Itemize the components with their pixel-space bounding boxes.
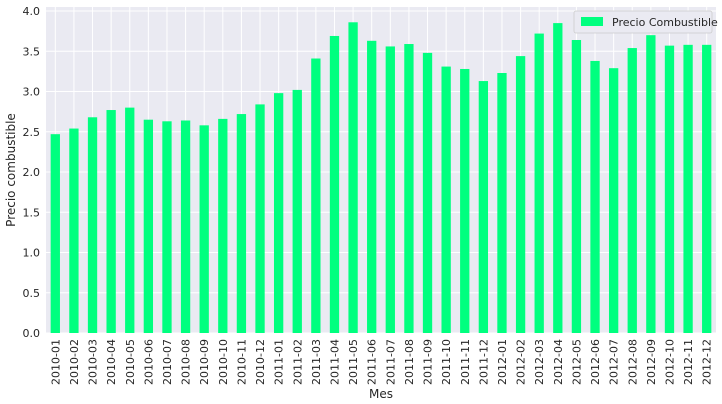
bar-2010-11 xyxy=(236,114,247,333)
bars xyxy=(50,22,712,334)
bar-2011-11 xyxy=(460,68,470,333)
x-tick-label: 2012-05 xyxy=(570,339,583,385)
x-tick-label: 2012-03 xyxy=(533,339,546,385)
bar-2012-07 xyxy=(608,68,619,334)
y-tick-label: 1.0 xyxy=(23,247,41,260)
y-tick-label: 2.5 xyxy=(23,126,41,139)
legend-box xyxy=(573,10,713,34)
y-tick-label: 0.5 xyxy=(23,287,41,300)
x-tick-label: 2012-06 xyxy=(589,339,602,385)
y-tick-label: 0.0 xyxy=(23,327,41,340)
y-tick-label: 4.0 xyxy=(23,5,41,18)
legend: Precio Combustible xyxy=(573,10,718,34)
bar-2011-05 xyxy=(348,22,358,334)
bar-2011-07 xyxy=(385,46,395,333)
x-tick-label: 2010-03 xyxy=(87,339,100,385)
bar-2010-05 xyxy=(125,107,135,334)
x-tick-label: 2011-09 xyxy=(422,339,435,385)
bar-2010-02 xyxy=(69,128,79,333)
y-tick-label: 3.5 xyxy=(23,45,41,58)
x-tick-label: 2010-01 xyxy=(49,339,62,385)
x-tick-label: 2011-12 xyxy=(477,339,490,385)
x-tick-label: 2010-11 xyxy=(235,339,248,385)
bar-2011-02 xyxy=(292,89,302,333)
x-tick-label: 2011-05 xyxy=(347,339,360,385)
bar-2012-12 xyxy=(702,44,712,334)
bar-2012-04 xyxy=(553,23,563,334)
x-tick-label: 2010-06 xyxy=(142,339,155,385)
x-tick-label: 2012-01 xyxy=(496,339,509,385)
bar-2011-06 xyxy=(367,40,377,334)
x-tick-label: 2011-03 xyxy=(310,339,323,385)
y-axis-label: Precio combustible xyxy=(4,113,18,227)
x-tick-label: 2010-02 xyxy=(68,339,81,385)
x-tick-label: 2011-01 xyxy=(273,339,286,385)
x-axis-label: Mes xyxy=(369,387,393,401)
x-tick-label: 2012-12 xyxy=(701,339,714,385)
bar-2012-06 xyxy=(590,60,600,334)
x-tick-label: 2012-11 xyxy=(682,339,695,385)
x-tick-label: 2010-07 xyxy=(161,339,174,385)
y-tick-labels: 0.0 0.5 1.0 1.5 2.0 2.5 3.0 3.5 4.0 xyxy=(23,5,41,340)
x-tick-label: 2011-07 xyxy=(384,339,397,385)
bar-2011-01 xyxy=(273,93,284,334)
bar-2011-04 xyxy=(329,35,340,333)
x-tick-labels: 2010-01 2010-02 2010-03 2010-04 2010-05 2010-… xyxy=(49,339,713,385)
bar-2012-11 xyxy=(683,44,693,334)
bar-2012-08 xyxy=(627,48,637,334)
x-tick-label: 2012-02 xyxy=(515,339,528,385)
x-tick-label: 2010-08 xyxy=(180,339,193,385)
x-tick-label: 2010-10 xyxy=(217,339,230,385)
bar-2010-12 xyxy=(255,104,265,334)
x-tick-label: 2010-12 xyxy=(254,339,267,385)
x-tick-label: 2012-08 xyxy=(626,339,639,385)
x-tick-label: 2012-09 xyxy=(645,339,658,385)
bar-2011-09 xyxy=(422,52,433,334)
bar-2012-03 xyxy=(534,33,544,334)
legend-swatch xyxy=(581,17,603,26)
bar-2010-01 xyxy=(50,134,60,333)
plot-background xyxy=(46,7,716,333)
bar-2010-03 xyxy=(87,117,98,333)
x-tick-label: 2012-07 xyxy=(608,339,621,385)
x-tick-label: 2010-04 xyxy=(105,339,118,385)
bar-2010-07 xyxy=(162,121,172,333)
x-tick-label: 2011-02 xyxy=(291,339,304,385)
x-tick-label: 2011-04 xyxy=(328,339,341,385)
bar-2010-04 xyxy=(106,110,116,333)
bar-2012-10 xyxy=(664,45,675,334)
x-tick-label: 2010-09 xyxy=(198,339,211,385)
bar-2010-06 xyxy=(143,119,154,333)
bar-2010-08 xyxy=(180,120,191,333)
x-tick-label: 2012-04 xyxy=(552,339,565,385)
legend-label: Precio Combustible xyxy=(612,16,718,29)
y-tick-label: 1.5 xyxy=(23,206,41,219)
x-tick-label: 2011-11 xyxy=(459,339,472,385)
y-tick-label: 2.0 xyxy=(23,166,41,179)
bar-2012-01 xyxy=(497,73,507,333)
x-tick-label: 2011-10 xyxy=(440,339,453,385)
x-tick-label: 2012-10 xyxy=(663,339,676,385)
bar-2011-12 xyxy=(478,81,489,333)
bar-2010-10 xyxy=(218,118,228,334)
bar-2010-09 xyxy=(199,125,209,333)
bar-2011-08 xyxy=(404,44,414,333)
x-tick-label: 2011-08 xyxy=(403,339,416,385)
bar-2011-03 xyxy=(311,58,321,333)
y-tick-label: 3.0 xyxy=(23,86,41,99)
bar-2012-05 xyxy=(571,40,582,333)
x-tick-label: 2011-06 xyxy=(366,339,379,385)
x-tick-label: 2010-05 xyxy=(124,339,137,385)
bar-2012-09 xyxy=(646,35,656,333)
bar-2011-10 xyxy=(441,66,451,333)
bar-2012-02 xyxy=(515,56,526,334)
